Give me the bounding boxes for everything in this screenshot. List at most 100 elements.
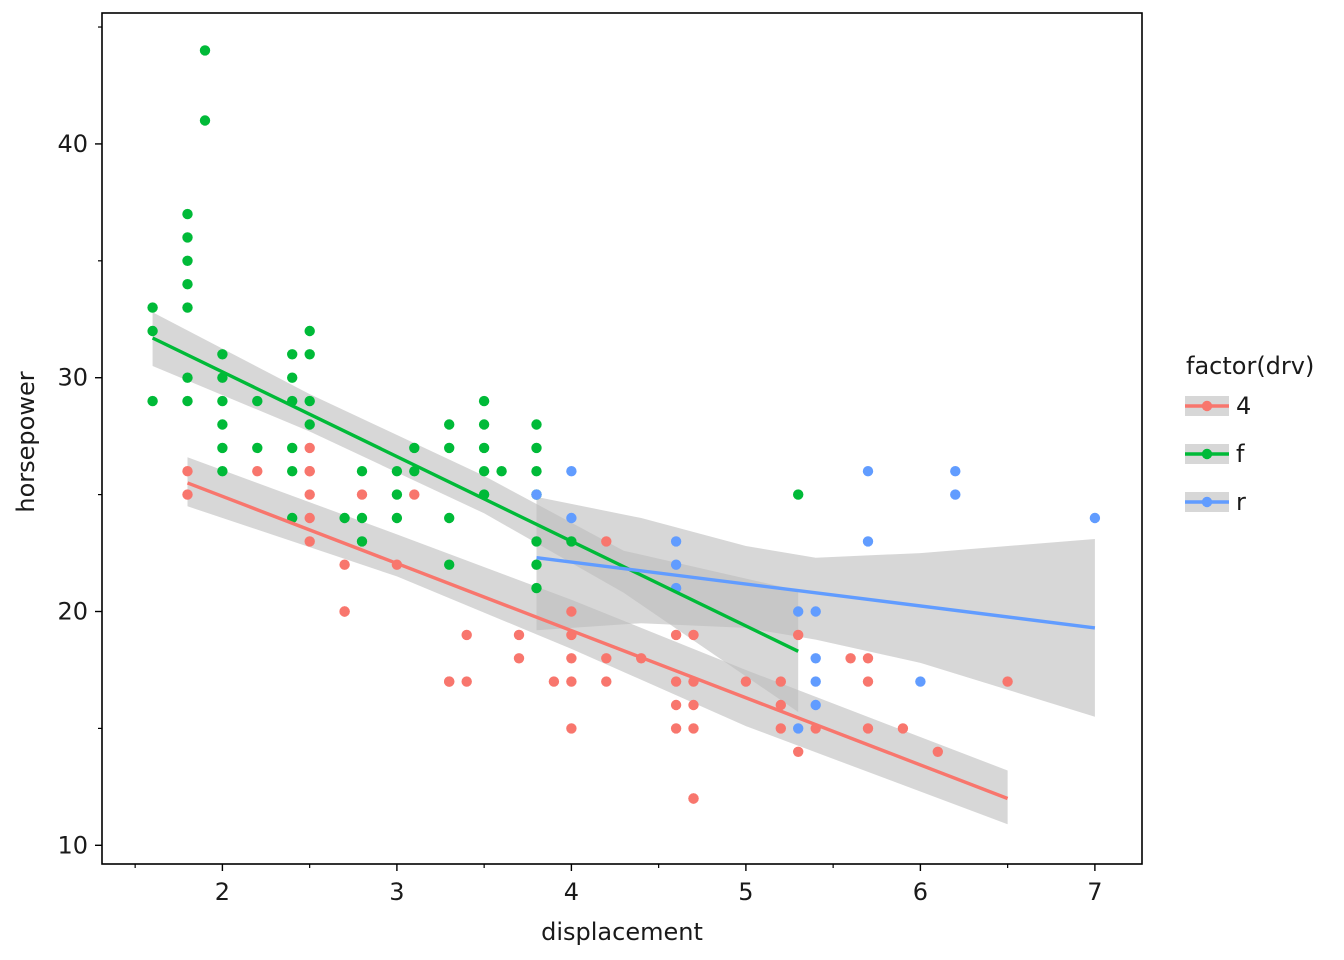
data-point-4 xyxy=(775,723,786,734)
data-point-4 xyxy=(513,629,525,641)
data-point-r xyxy=(810,676,821,687)
data-point-f xyxy=(391,512,403,524)
data-point-4 xyxy=(775,699,786,711)
data-point-4 xyxy=(409,489,420,500)
data-point-4 xyxy=(670,629,682,641)
data-point-4 xyxy=(688,699,699,711)
data-point-4 xyxy=(339,559,350,570)
data-point-f xyxy=(182,208,193,220)
data-point-4 xyxy=(862,653,874,664)
x-axis: 2 3 4 5 6 7 xyxy=(134,864,1103,906)
data-point-4 xyxy=(339,606,350,617)
data-point-f xyxy=(531,582,542,594)
data-point-4 xyxy=(793,629,804,641)
data-point-f xyxy=(531,466,542,477)
data-points xyxy=(147,45,1101,804)
data-point-f xyxy=(478,442,490,454)
data-point-4 xyxy=(566,606,577,617)
data-point-f xyxy=(287,466,298,477)
data-point-f xyxy=(391,466,403,477)
fit-line-4 xyxy=(186,481,1009,801)
fit-line-r xyxy=(536,556,1096,630)
data-point-f xyxy=(199,45,211,56)
data-point-4 xyxy=(740,676,752,687)
data-point-f xyxy=(217,466,228,477)
data-point-4 xyxy=(304,512,315,524)
data-point-f xyxy=(409,442,420,454)
data-point-f xyxy=(478,395,490,407)
data-point-f xyxy=(147,325,158,337)
legend-key-point-f xyxy=(1201,448,1213,460)
data-point-f xyxy=(793,489,804,500)
data-point-f xyxy=(304,395,315,407)
data-point-r xyxy=(950,489,961,500)
data-point-r xyxy=(793,723,804,734)
data-point-4 xyxy=(793,746,804,757)
data-point-4 xyxy=(304,536,315,547)
data-point-f xyxy=(287,372,298,383)
data-point-f xyxy=(478,466,490,477)
data-point-f xyxy=(444,442,455,454)
data-point-r xyxy=(810,699,821,711)
legend-title: factor(drv) xyxy=(1186,352,1314,380)
data-point-r xyxy=(670,559,682,570)
data-point-4 xyxy=(304,489,315,500)
data-point-f xyxy=(287,442,298,454)
data-point-f xyxy=(444,419,455,430)
legend-label-f: f xyxy=(1236,440,1245,468)
data-point-f xyxy=(356,512,368,524)
data-point-4 xyxy=(670,723,682,734)
data-point-f xyxy=(356,466,368,477)
data-point-f xyxy=(531,559,542,570)
data-point-f xyxy=(356,536,368,547)
legend-key-point-r xyxy=(1201,496,1213,508)
data-point-4 xyxy=(444,676,455,687)
data-point-f xyxy=(147,395,158,407)
data-point-f xyxy=(217,349,228,360)
data-point-r xyxy=(915,676,926,687)
x-tick-label: 7 xyxy=(1087,878,1102,906)
data-point-f xyxy=(409,466,420,477)
data-point-f xyxy=(182,279,193,290)
data-point-4 xyxy=(932,746,943,757)
data-point-f xyxy=(199,115,211,126)
data-point-4 xyxy=(356,489,368,500)
data-point-4 xyxy=(601,653,612,664)
data-point-4 xyxy=(845,653,856,664)
y-tick-label: 40 xyxy=(57,130,88,158)
data-point-f xyxy=(182,302,193,313)
data-point-f xyxy=(182,372,193,383)
data-point-r xyxy=(670,536,682,547)
data-point-4 xyxy=(1002,676,1013,687)
data-point-4 xyxy=(182,489,193,500)
y-axis: 10 20 30 40 xyxy=(57,26,102,859)
data-point-4 xyxy=(897,723,909,734)
data-point-f xyxy=(252,395,263,407)
data-point-r xyxy=(566,466,577,477)
data-point-4 xyxy=(252,466,263,477)
data-point-f xyxy=(444,512,455,524)
data-point-r xyxy=(810,606,821,617)
data-point-f xyxy=(304,349,315,360)
data-point-r xyxy=(793,606,804,617)
data-point-4 xyxy=(862,723,874,734)
data-point-r xyxy=(862,536,874,547)
x-tick-label: 5 xyxy=(738,878,753,906)
data-point-f xyxy=(182,395,193,407)
legend-label-r: r xyxy=(1236,488,1246,516)
data-point-f xyxy=(217,442,228,454)
data-point-f xyxy=(252,442,263,454)
confidence-band-f xyxy=(152,312,799,712)
fit-line-f xyxy=(151,336,799,653)
data-point-4 xyxy=(775,676,786,687)
x-tick-label: 2 xyxy=(215,878,230,906)
data-point-4 xyxy=(601,676,612,687)
data-point-4 xyxy=(566,653,577,664)
data-point-r xyxy=(531,489,542,500)
legend-key-point-4 xyxy=(1201,400,1213,412)
data-point-4 xyxy=(548,676,560,687)
legend: factor(drv) 4 fr xyxy=(1185,352,1314,516)
data-point-4 xyxy=(601,536,612,547)
data-point-f xyxy=(391,489,403,500)
